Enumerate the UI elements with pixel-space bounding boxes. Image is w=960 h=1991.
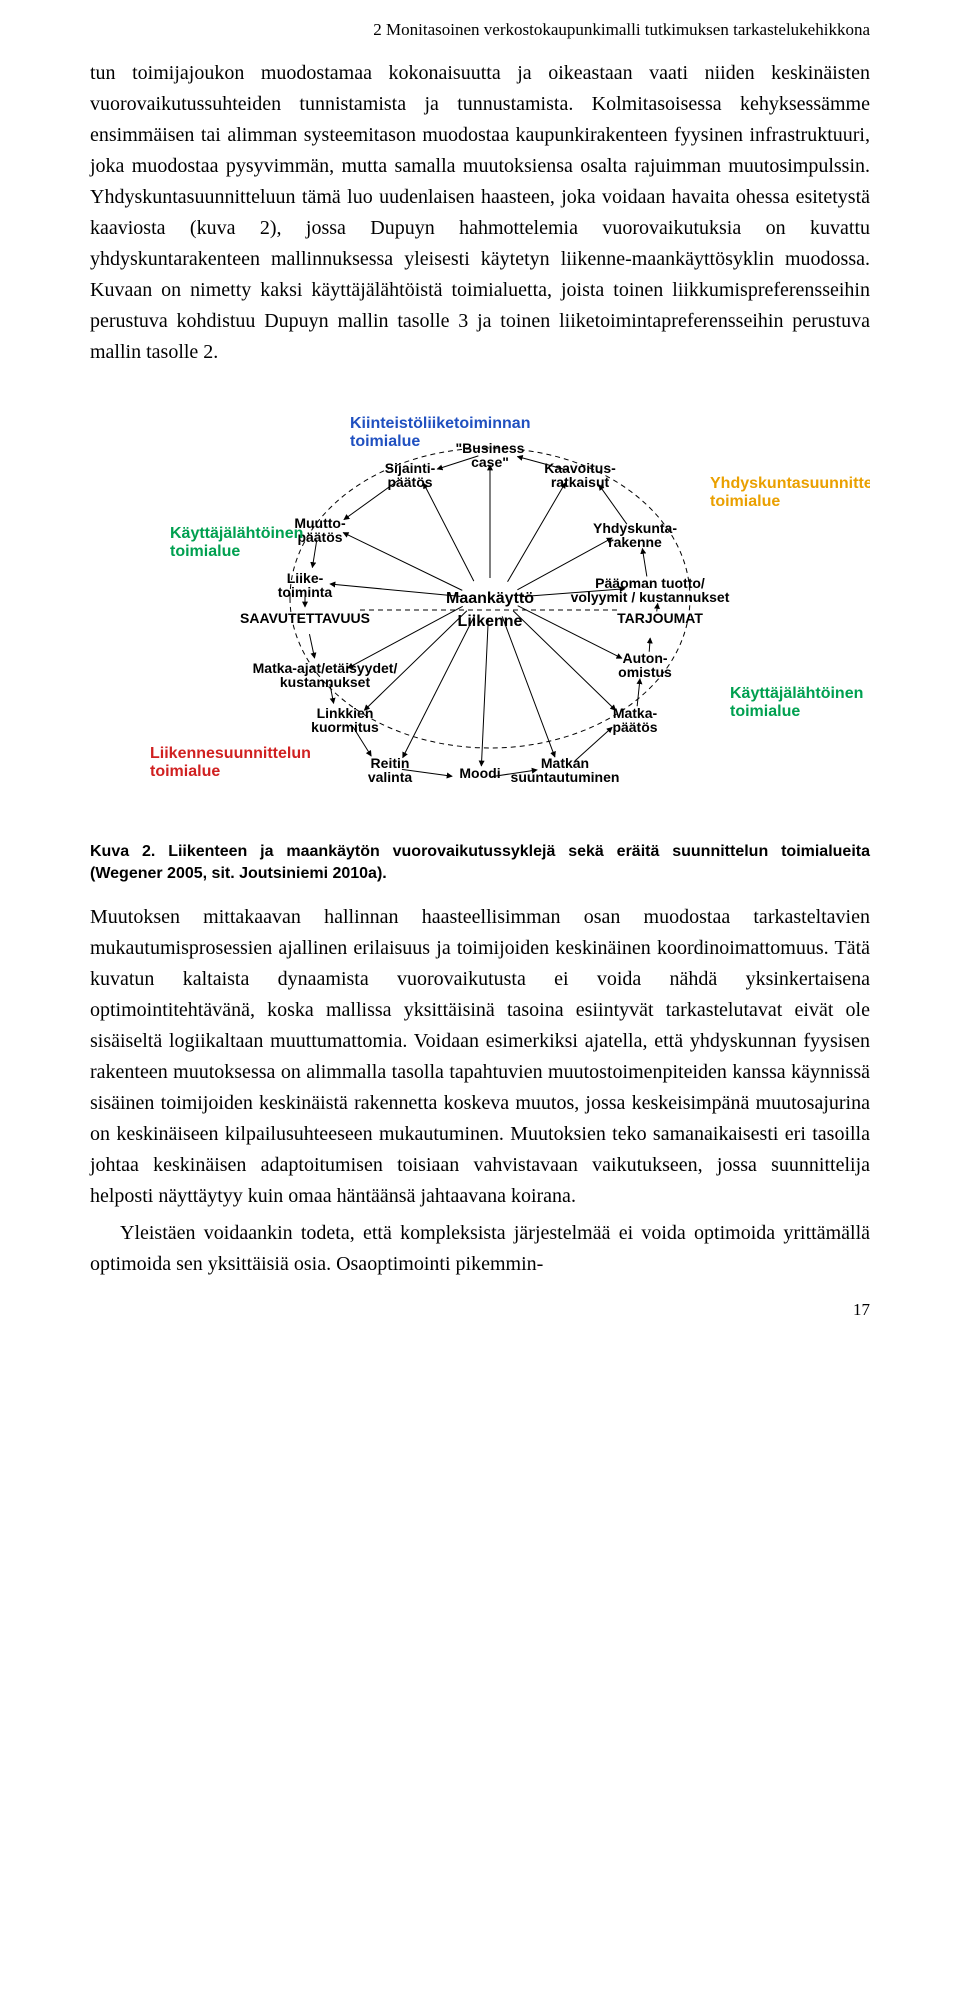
paragraph-1: tun toimijajoukon muodostamaa kokonaisuu… <box>90 58 870 368</box>
svg-text:toimialue: toimialue <box>730 703 800 720</box>
svg-text:Käyttäjälähtöinen: Käyttäjälähtöinen <box>170 525 303 542</box>
figure-2-diagram: MaankäyttöLiikenneSijainti-päätös"Busine… <box>90 398 870 833</box>
svg-text:päätös: päätös <box>387 474 432 490</box>
svg-text:Liikenne: Liikenne <box>458 613 523 630</box>
svg-text:toimialue: toimialue <box>170 543 240 560</box>
svg-text:Kiinteistöliiketoiminnan: Kiinteistöliiketoiminnan <box>350 415 530 432</box>
paragraph-3-text: Yleistäen voidaankin todeta, että komple… <box>90 1218 870 1280</box>
svg-text:ratkaisut: ratkaisut <box>551 474 610 490</box>
svg-text:rakenne: rakenne <box>608 534 662 550</box>
svg-text:päätös: päätös <box>297 529 342 545</box>
paragraph-2: Muutoksen mittakaavan hallinnan haasteel… <box>90 902 870 1212</box>
svg-text:toimialue: toimialue <box>150 763 220 780</box>
section-header: 2 Monitasoinen verkostokaupunkimalli tut… <box>90 20 870 40</box>
svg-text:Maankäyttö: Maankäyttö <box>446 590 534 607</box>
figure-2-caption: Kuva 2. Liikenteen ja maankäytön vuorova… <box>90 841 870 884</box>
svg-text:Liikennesuunnittelun: Liikennesuunnittelun <box>150 745 311 762</box>
svg-text:SAAVUTETTAVUUS: SAAVUTETTAVUUS <box>240 610 370 626</box>
svg-text:toimialue: toimialue <box>350 433 420 450</box>
svg-text:päätös: päätös <box>612 719 657 735</box>
svg-text:Yhdyskuntasuunnittelun: Yhdyskuntasuunnittelun <box>710 475 870 492</box>
diagram-svg: MaankäyttöLiikenneSijainti-päätös"Busine… <box>90 398 870 828</box>
svg-text:omistus: omistus <box>618 664 672 680</box>
svg-text:case": case" <box>471 454 509 470</box>
svg-text:TARJOUMAT: TARJOUMAT <box>617 610 703 626</box>
svg-text:kustannukset: kustannukset <box>280 674 371 690</box>
svg-text:toiminta: toiminta <box>278 584 333 600</box>
svg-text:suuntautuminen: suuntautuminen <box>511 769 620 785</box>
page-number: 17 <box>90 1300 870 1320</box>
paragraph-3: Yleistäen voidaankin todeta, että komple… <box>90 1218 870 1280</box>
svg-text:Käyttäjälähtöinen: Käyttäjälähtöinen <box>730 685 863 702</box>
svg-text:valinta: valinta <box>368 769 413 785</box>
svg-text:kuormitus: kuormitus <box>311 719 379 735</box>
svg-text:Moodi: Moodi <box>459 765 500 781</box>
svg-text:toimialue: toimialue <box>710 493 780 510</box>
svg-text:volyymit / kustannukset: volyymit / kustannukset <box>571 589 730 605</box>
